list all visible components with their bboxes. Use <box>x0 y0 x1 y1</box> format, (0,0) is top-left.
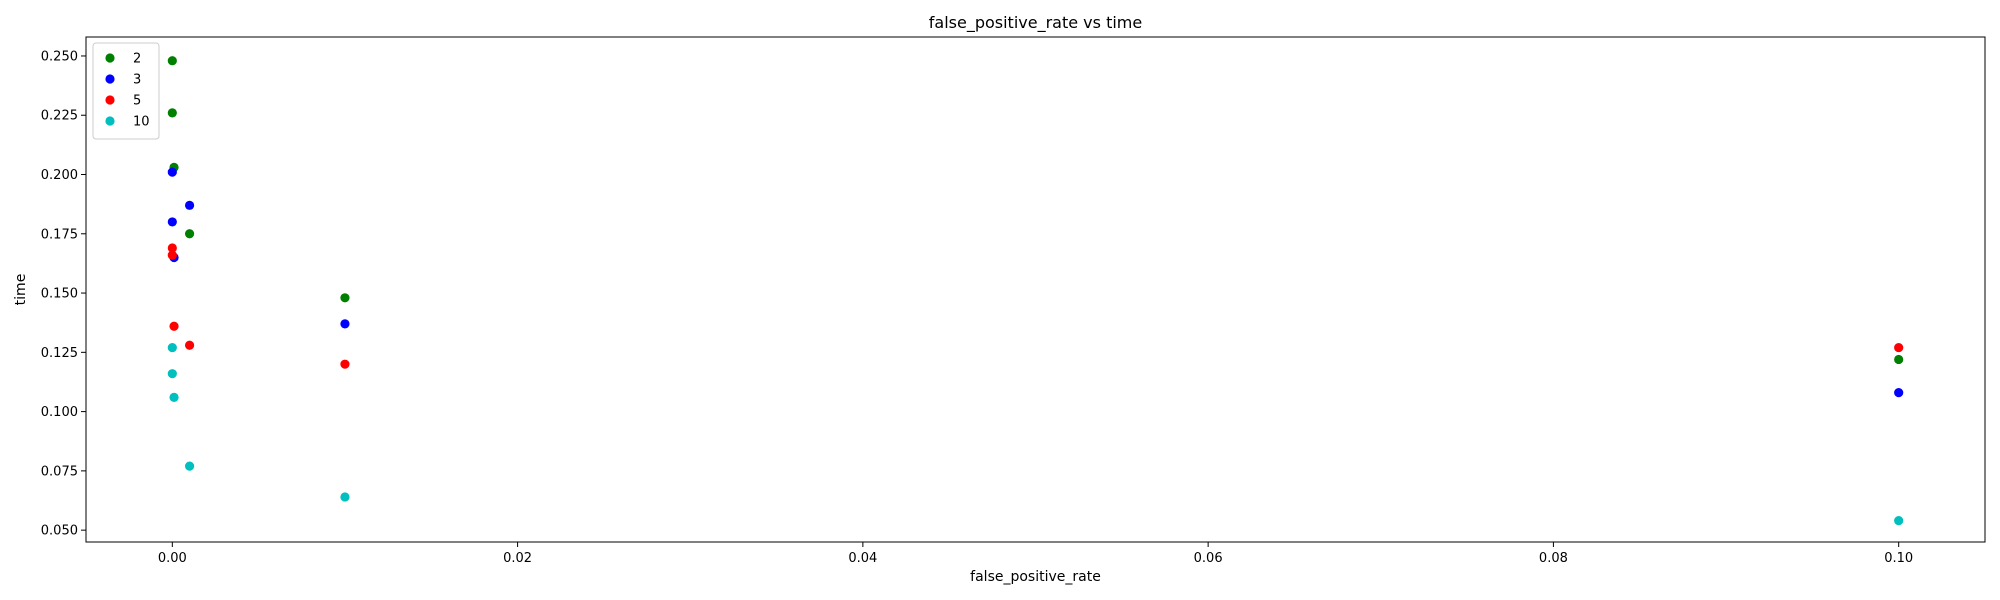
x-tick-label: 0.10 <box>1884 551 1913 566</box>
y-tick-label: 0.125 <box>41 346 78 361</box>
data-point-series-3 <box>340 319 350 329</box>
data-point-series-10 <box>184 461 195 471</box>
legend-box <box>92 42 160 140</box>
y-tick-label: 0.075 <box>41 464 78 479</box>
y-axis: 0.050 0.075 0.100 0.125 0.150 0.175 0.200 0.225… <box>41 49 86 539</box>
y-tick-label: 0.100 <box>41 405 78 420</box>
data-point-series-10 <box>167 342 177 353</box>
legend-marker <box>105 95 115 105</box>
data-point-series-5 <box>1894 342 1904 353</box>
data-point-series-10 <box>169 392 179 402</box>
y-tick-label: 0.175 <box>41 227 78 242</box>
data-point-series-3 <box>167 167 177 177</box>
legend-marker <box>105 116 115 126</box>
data-point-series-5 <box>340 359 350 369</box>
y-tick-label: 0.250 <box>41 49 78 64</box>
plot-area <box>85 36 1986 543</box>
data-point-series-2 <box>167 56 177 66</box>
y-tick-label: 0.150 <box>41 287 78 302</box>
data-point-series-3 <box>167 217 177 227</box>
data-point-series-5 <box>167 243 177 253</box>
x-axis: 0.00 0.02 0.04 0.06 0.08 0.10 <box>158 542 1913 566</box>
data-point-series-2 <box>1894 354 1904 365</box>
legend-marker <box>105 74 115 84</box>
y-tick-label: 0.225 <box>41 109 78 124</box>
data-point-series-5 <box>167 250 177 260</box>
legend-marker <box>105 53 115 63</box>
data-point-series-10 <box>167 369 177 379</box>
data-point-series-2 <box>184 229 195 239</box>
data-points <box>167 56 1904 526</box>
data-point-series-10 <box>340 492 350 502</box>
chart-title: false_positive_rate vs time <box>929 13 1142 33</box>
y-axis-label: time <box>13 274 29 306</box>
legend-label: 10 <box>133 115 150 130</box>
x-tick-label: 0.08 <box>1539 551 1568 566</box>
legend-label: 2 <box>133 52 141 67</box>
x-tick-label: 0.02 <box>503 551 532 566</box>
x-tick-label: 0.06 <box>1194 551 1223 566</box>
legend-label: 5 <box>133 94 141 109</box>
data-point-series-2 <box>167 108 177 118</box>
y-tick-label: 0.200 <box>41 168 78 183</box>
data-point-series-5 <box>169 321 179 331</box>
y-tick-label: 0.050 <box>41 524 78 539</box>
x-axis-label: false_positive_rate <box>970 569 1101 585</box>
x-tick-label: 0.04 <box>848 551 877 566</box>
data-point-series-10 <box>1894 516 1904 526</box>
data-point-series-5 <box>184 340 195 350</box>
data-point-series-2 <box>340 293 350 303</box>
data-point-series-3 <box>184 200 195 210</box>
legend-label: 3 <box>133 73 141 88</box>
legend: 2 3 5 10 <box>92 42 160 140</box>
x-tick-label: 0.00 <box>158 551 187 566</box>
data-point-series-3 <box>1894 388 1904 398</box>
